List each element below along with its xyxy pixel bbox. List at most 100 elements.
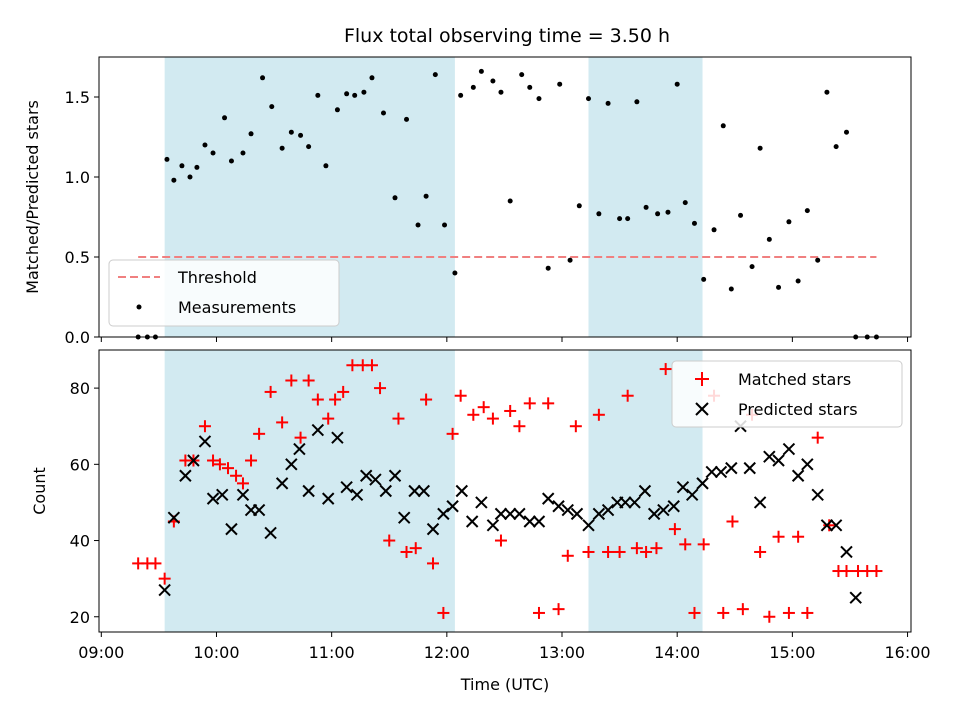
measurement-point xyxy=(432,72,438,78)
predicted-star-marker xyxy=(582,519,595,532)
measurement-point xyxy=(776,284,782,290)
measurement-point xyxy=(738,212,744,218)
x-tick-label: 10:00 xyxy=(193,643,239,662)
measurement-point xyxy=(691,220,697,226)
measurement-point xyxy=(380,110,386,116)
matched-star-marker xyxy=(659,363,672,376)
predicted-star-marker xyxy=(252,503,266,517)
predicted-star-marker xyxy=(743,461,756,475)
predicted-star-marker xyxy=(552,500,565,513)
predicted-star-marker xyxy=(225,522,238,536)
matched-star-marker xyxy=(772,530,785,543)
measurement-point xyxy=(844,129,850,135)
x-tick-label: 09:00 xyxy=(78,643,124,662)
top-panel: 0.0 0.5 1.0 1.5 Matched/Predicted stars Thr… xyxy=(23,56,912,347)
measurement-point xyxy=(605,100,611,106)
matched-star-marker xyxy=(561,549,574,562)
legend-matched-label: Matched stars xyxy=(738,370,851,389)
measurement-point xyxy=(757,145,763,151)
legend-threshold-label: Threshold xyxy=(177,268,257,287)
predicted-star-marker xyxy=(369,473,382,486)
measurement-point xyxy=(749,264,755,270)
matched-star-marker xyxy=(294,431,307,444)
predicted-star-marker xyxy=(379,484,392,498)
matched-star-marker xyxy=(236,477,249,490)
measurement-point xyxy=(507,198,513,204)
x-tick-label: 11:00 xyxy=(309,643,355,662)
matched-star-marker xyxy=(494,534,507,547)
top-x-axis-ticks xyxy=(100,337,909,342)
measurement-point xyxy=(248,131,254,137)
predicted-star-marker xyxy=(561,503,574,517)
matched-star-marker xyxy=(322,412,335,425)
measurement-point xyxy=(369,75,375,81)
predicted-star-marker xyxy=(696,477,709,490)
predicted-star-marker xyxy=(236,488,250,502)
predicted-star-marker xyxy=(167,511,181,524)
matched-star-marker xyxy=(650,542,663,555)
predicted-star-marker xyxy=(275,477,289,490)
predicted-star-marker xyxy=(360,469,373,482)
predicted-star-marker xyxy=(638,484,652,498)
matched-star-marker xyxy=(392,412,405,425)
predicted-star-marker xyxy=(523,515,536,528)
predicted-star-marker xyxy=(791,469,805,482)
predicted-star-marker xyxy=(311,423,325,437)
bottom-series xyxy=(132,359,883,623)
measurement-point xyxy=(824,89,830,95)
matched-star-marker xyxy=(302,374,315,387)
matched-star-marker xyxy=(409,542,422,555)
matched-star-marker xyxy=(427,557,440,570)
matched-star-marker xyxy=(486,412,499,425)
matched-star-marker xyxy=(726,515,739,528)
measurement-point xyxy=(202,142,208,148)
measurement-point xyxy=(617,216,623,222)
matched-star-marker xyxy=(592,408,605,421)
matched-star-marker xyxy=(213,458,226,471)
predicted-star-marker xyxy=(398,511,411,524)
legend-measurements-swatch xyxy=(136,304,142,310)
matched-star-marker xyxy=(840,565,853,578)
legend-measurements-label: Measurements xyxy=(178,298,296,317)
predicted-star-marker xyxy=(206,492,220,505)
x-axis-label: Time (UTC) xyxy=(460,675,549,694)
predicted-star-marker xyxy=(513,507,526,521)
legend-predicted-swatch xyxy=(695,402,709,416)
matched-star-marker xyxy=(329,393,342,406)
matched-star-marker xyxy=(285,374,298,387)
predicted-star-marker xyxy=(647,507,661,521)
measurement-point xyxy=(334,107,340,113)
measurement-point xyxy=(344,91,350,97)
measurement-point xyxy=(194,164,200,170)
measurement-point xyxy=(404,116,410,122)
top-y-tick-label: 1.0 xyxy=(65,168,90,187)
predicted-star-marker xyxy=(592,507,606,521)
predicted-star-marker xyxy=(437,507,450,521)
x-tick-label: 13:00 xyxy=(539,643,585,662)
measurement-point xyxy=(470,84,476,90)
bottom-shaded-spans xyxy=(164,350,703,632)
measurement-point xyxy=(222,115,228,121)
predicted-star-marker xyxy=(676,480,690,494)
matched-star-marker xyxy=(400,545,413,558)
measurement-point xyxy=(164,156,170,162)
measurement-point xyxy=(795,278,801,284)
predicted-star-marker xyxy=(849,591,862,604)
matched-star-marker xyxy=(198,420,211,433)
top-series xyxy=(135,68,879,340)
predicted-star-marker xyxy=(179,469,192,482)
matched-star-marker xyxy=(477,401,490,414)
measurement-point xyxy=(279,145,285,151)
bottom-panel: 20 40 60 80 09:00 10:00 11:00 12:00 13:00 14:00 1… xyxy=(30,349,931,694)
matched-star-marker xyxy=(221,462,234,475)
predicted-star-marker xyxy=(350,488,364,502)
matched-star-marker xyxy=(754,545,767,558)
matched-star-marker xyxy=(230,469,243,482)
matched-star-marker xyxy=(801,606,814,619)
predicted-star-marker xyxy=(331,431,344,444)
matched-star-marker xyxy=(630,542,643,555)
matched-star-marker xyxy=(276,416,289,429)
predicted-star-marker xyxy=(426,522,440,536)
